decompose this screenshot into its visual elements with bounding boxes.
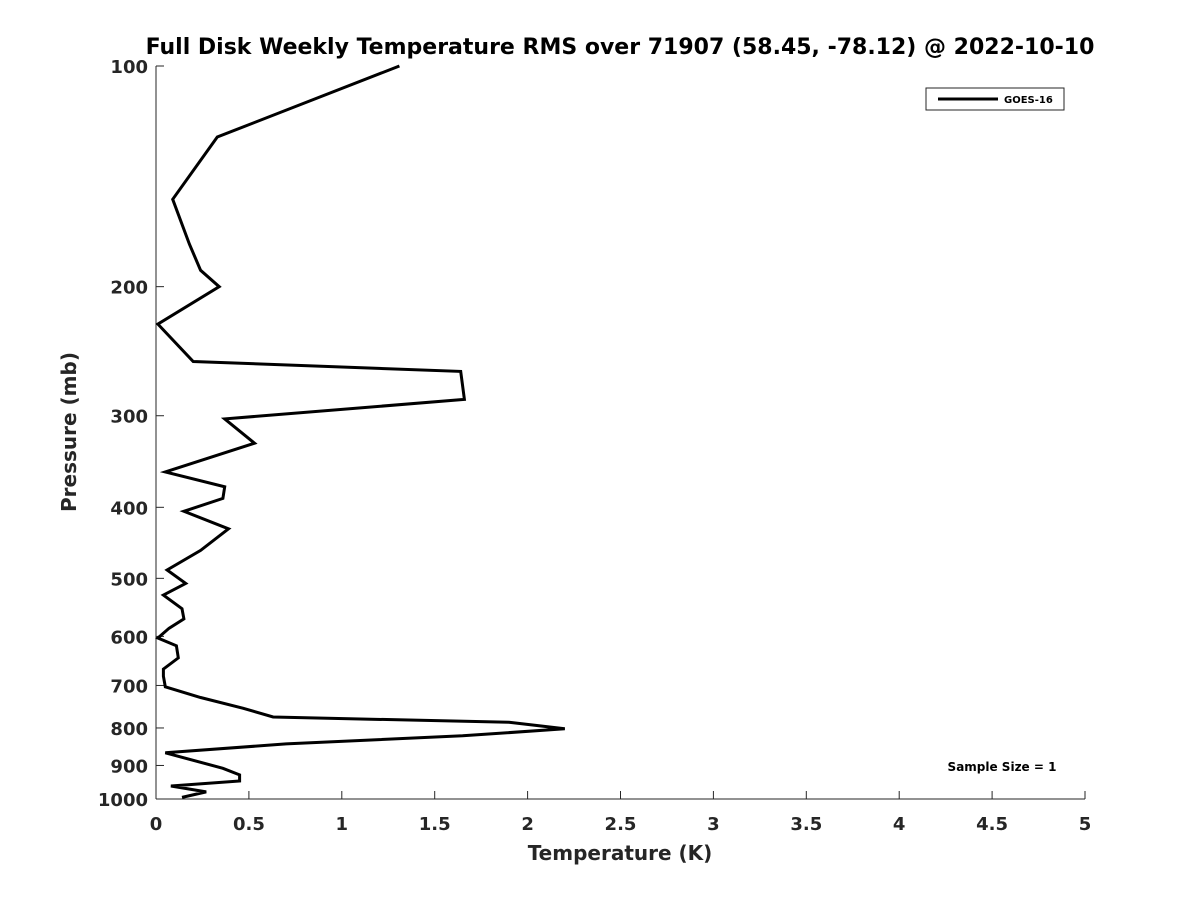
x-tick-label: 2 — [521, 814, 534, 835]
series-layer — [155, 64, 565, 799]
x-tick-label: 4 — [893, 814, 906, 835]
y-tick-label: 700 — [110, 676, 148, 697]
x-tick-label: 1.5 — [419, 814, 451, 835]
x-tick-label: 1 — [336, 814, 349, 835]
x-tick-label: 3 — [707, 814, 720, 835]
y-tick-label: 900 — [110, 756, 148, 777]
x-tick-label: 3.5 — [790, 814, 822, 835]
x-tick-label: 0.5 — [233, 814, 265, 835]
y-tick-label: 100 — [110, 57, 148, 78]
y-tick-label: 500 — [110, 569, 148, 590]
y-tick-label: 600 — [110, 627, 148, 648]
series-line-goes-16 — [155, 64, 565, 799]
y-tick-label: 1000 — [98, 790, 148, 811]
y-tick-label: 400 — [110, 498, 148, 519]
y-tick-label: 800 — [110, 719, 148, 740]
legend-label-goes-16: GOES-16 — [1004, 95, 1053, 106]
y-tick-label: 200 — [110, 278, 148, 299]
sample-size-annotation: Sample Size = 1 — [948, 760, 1057, 774]
y-axis-label: Pressure (mb) — [57, 352, 81, 512]
x-tick-label: 5 — [1079, 814, 1092, 835]
y-axis: 100 200 300 400 500 600 700 800 900 1000 — [98, 57, 164, 811]
x-tick-label: 4.5 — [976, 814, 1008, 835]
chart-title: Full Disk Weekly Temperature RMS over 71… — [146, 35, 1095, 60]
x-axis: 0 0.5 1 1.5 2 2.5 3 3.5 4 4.5 5 — [150, 791, 1092, 835]
x-tick-label: 0 — [150, 814, 163, 835]
legend: GOES-16 — [925, 87, 1065, 111]
x-axis-label: Temperature (K) — [528, 841, 713, 865]
y-tick-label: 300 — [110, 407, 148, 428]
x-tick-label: 2.5 — [605, 814, 637, 835]
